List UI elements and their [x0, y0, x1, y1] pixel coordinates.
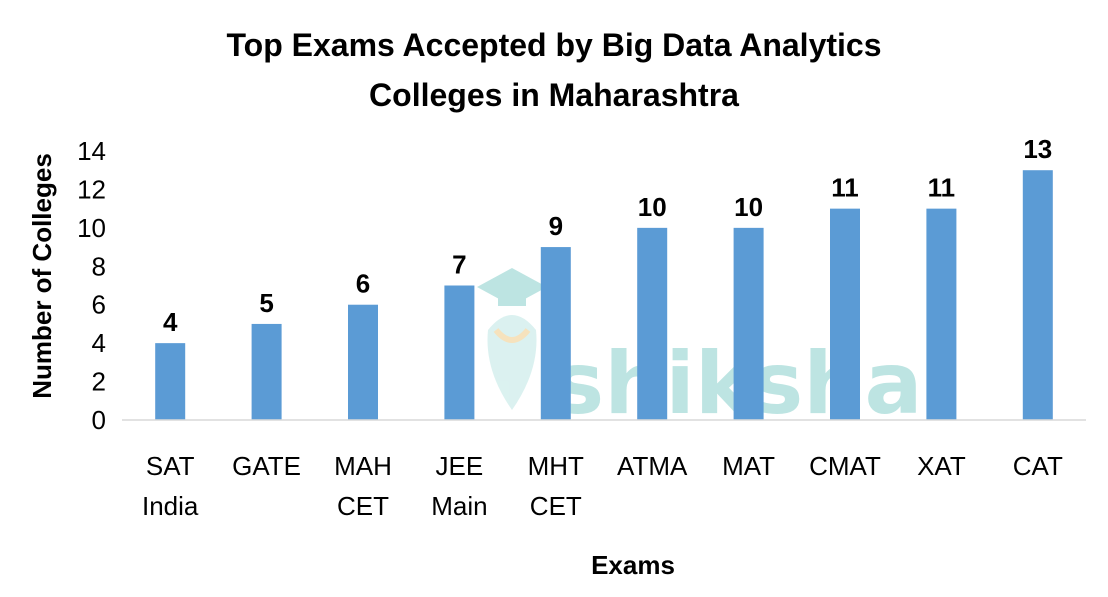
x-tick-label: SAT: [146, 451, 195, 481]
x-tick-label: XAT: [917, 451, 966, 481]
x-tick-label: Main: [431, 491, 487, 521]
x-tick-label: MAT: [722, 451, 775, 481]
y-tick-label: 0: [92, 405, 106, 435]
x-tick-label: MAH: [334, 451, 392, 481]
x-tick-label: JEE: [436, 451, 484, 481]
graduation-cap-icon: [477, 268, 547, 410]
y-axis-title: Number of Colleges: [27, 153, 57, 399]
bar: [830, 208, 860, 420]
data-label: 11: [928, 173, 956, 203]
data-labels: 4 5 6 7 9 10 10 11 11 13: [163, 134, 1052, 337]
bar: [1022, 170, 1053, 420]
x-tick-label: ATMA: [617, 451, 688, 481]
data-label: 4: [163, 307, 178, 337]
bar: [540, 247, 571, 420]
x-tick-label: CET: [530, 491, 582, 521]
bar: [926, 208, 957, 420]
data-label: 11: [831, 173, 859, 203]
x-tick-label: India: [142, 491, 199, 521]
data-label: 6: [356, 269, 370, 299]
data-label: 7: [452, 250, 466, 280]
y-tick-label: 8: [92, 251, 106, 281]
data-label: 5: [259, 288, 273, 318]
y-tick-label: 10: [77, 213, 106, 243]
data-label: 10: [638, 192, 667, 222]
y-tick-label: 6: [92, 290, 106, 320]
x-tick-label: MHT: [528, 451, 584, 481]
chart-title-line-1: Top Exams Accepted by Big Data Analytics: [227, 27, 882, 63]
y-tick-label: 14: [77, 136, 106, 166]
bars: [155, 170, 1053, 420]
y-axis-ticks: 0 2 4 6 8 10 12 14: [77, 136, 106, 435]
x-axis-title: Exams: [591, 550, 675, 580]
bar: [637, 227, 668, 420]
x-tick-label: GATE: [232, 451, 301, 481]
x-tick-label: CET: [337, 491, 389, 521]
y-tick-label: 4: [92, 328, 106, 358]
x-tick-label: CMAT: [809, 451, 881, 481]
x-tick-label: CAT: [1013, 451, 1063, 481]
data-label: 13: [1023, 134, 1052, 164]
y-tick-label: 2: [92, 367, 106, 397]
data-label: 10: [734, 192, 763, 222]
bar: [348, 304, 378, 420]
x-axis-ticks: SAT India GATE MAH CET JEE Main MHT CET ATMA MAT CM…: [142, 451, 1063, 521]
chart-title-line-2: Colleges in Maharashtra: [369, 77, 739, 113]
bar: [251, 323, 282, 420]
y-tick-label: 12: [77, 174, 106, 204]
bar: [444, 285, 475, 420]
bar: [155, 343, 186, 420]
bar: [733, 227, 764, 420]
data-label: 9: [549, 211, 563, 241]
